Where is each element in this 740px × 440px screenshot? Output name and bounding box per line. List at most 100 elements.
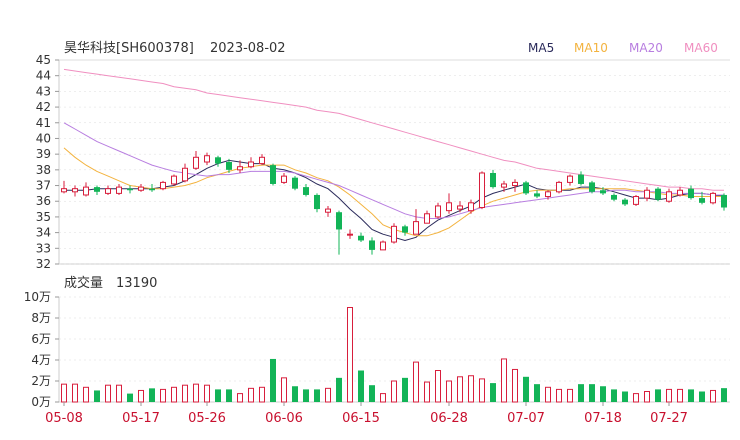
candle-body-down: [292, 177, 298, 189]
price-tick-label: 43: [36, 84, 51, 98]
volume-tick-label: 10万: [24, 290, 51, 304]
price-tick-label: 33: [36, 241, 51, 255]
volume-y-ticks: 10万 8万 6万 4万 2万 0万: [24, 290, 59, 409]
volume-bar-down: [534, 384, 540, 402]
volume-bar-down: [578, 384, 584, 402]
volume-bar-up: [248, 387, 254, 403]
price-tick-label: 35: [36, 210, 51, 224]
volume-bar-up: [457, 376, 463, 403]
volume-bar-up: [644, 391, 650, 403]
volume-bar-up: [545, 386, 551, 403]
volume-bar-down: [688, 389, 694, 402]
date-tick-label: 05-17: [122, 411, 160, 426]
price-tick-label: 44: [36, 69, 51, 83]
candle-body-up: [347, 233, 353, 236]
volume-bar-up: [325, 387, 331, 403]
volume-bar-up: [160, 388, 166, 403]
volume-bar-up: [468, 375, 474, 403]
candle-body-down: [402, 226, 408, 233]
volume-bar-up: [72, 383, 78, 403]
moving-average-lines: [63, 68, 725, 242]
candle-body-up: [501, 183, 507, 188]
volume-bar-down: [314, 389, 320, 402]
candle-body-up: [259, 156, 265, 165]
candle-body-down: [523, 182, 529, 194]
volume-bar-up: [677, 388, 683, 403]
candle-body-up: [160, 181, 166, 190]
volume-bar-down: [655, 389, 661, 402]
candle-body-down: [149, 188, 155, 191]
volume-bar-up: [633, 393, 639, 403]
price-tick-label: 40: [36, 131, 51, 145]
candle-body-up: [512, 181, 518, 187]
candle-body-up: [413, 221, 419, 235]
candle-body-down: [611, 194, 617, 200]
candle-body-up: [182, 167, 188, 182]
candle-body-down: [369, 240, 375, 250]
volume-bar-up: [61, 383, 67, 403]
date-tick-label: 07-18: [584, 411, 622, 426]
volume-bar-down: [490, 383, 496, 402]
volume-bar-up: [171, 386, 177, 403]
date-tick-label: 07-27: [650, 411, 688, 426]
candle-body-up: [116, 186, 122, 194]
candle-body-up: [446, 202, 452, 212]
date-tick-label: 06-15: [342, 411, 380, 426]
candle-body-up: [325, 208, 331, 213]
volume-bar-down: [336, 377, 342, 402]
volume-bar-up: [182, 384, 188, 403]
candle-body-up: [545, 191, 551, 198]
candle-body-down: [622, 199, 628, 205]
candle-body-up: [677, 189, 683, 196]
volume-bar-up: [83, 386, 89, 403]
volume-bar-up: [710, 389, 716, 403]
volume-bar-up: [380, 393, 386, 403]
date-tick-label: 06-28: [430, 411, 468, 426]
price-tick-label: 45: [36, 53, 51, 67]
candle-body-up: [666, 191, 672, 202]
legend-ma20: MA20: [629, 41, 663, 55]
candle-body-down: [655, 188, 661, 200]
volume-bars: [61, 307, 727, 403]
volume-bar-up: [116, 384, 122, 403]
date-tick-label: 05-26: [188, 411, 226, 426]
candle-body-down: [215, 157, 221, 164]
candle-body-down: [721, 194, 727, 208]
volume-panel: 10万 8万 6万 4万 2万 0万: [24, 290, 730, 409]
volume-tick-label: 2万: [31, 374, 51, 388]
candle-body-down: [600, 190, 606, 194]
volume-bar-up: [413, 361, 419, 403]
date-tick-label: 05-08: [45, 411, 83, 426]
candle-body-down: [94, 187, 100, 192]
candle-body-up: [468, 202, 474, 212]
price-tick-label: 37: [36, 179, 51, 193]
candle-body-down: [127, 188, 133, 191]
candlesticks: [61, 151, 727, 255]
candle-body-up: [567, 175, 573, 183]
volume-bar-up: [666, 388, 672, 403]
price-tick-label: 34: [36, 226, 51, 240]
price-tick-label: 32: [36, 257, 51, 271]
candle-body-up: [204, 155, 210, 163]
volume-bar-down: [402, 377, 408, 402]
price-tick-label: 42: [36, 100, 51, 114]
price-tick-label: 39: [36, 147, 51, 161]
volume-bar-up: [446, 380, 452, 403]
volume-bar-down: [699, 391, 705, 402]
volume-bar-up: [567, 388, 573, 403]
volume-tick-label: 0万: [31, 395, 51, 409]
volume-bar-up: [556, 388, 562, 403]
candle-body-down: [358, 235, 364, 241]
volume-bar-down: [149, 388, 155, 402]
candle-body-down: [578, 174, 584, 184]
candle-body-down: [699, 198, 705, 203]
candle-body-down: [226, 162, 232, 170]
volume-bar-up: [512, 368, 518, 403]
volume-bar-down: [589, 384, 595, 402]
volume-bar-down: [292, 386, 298, 402]
volume-bar-down: [369, 385, 375, 402]
volume-bar-down: [600, 386, 606, 402]
candle-body-down: [270, 165, 276, 184]
price-tick-label: 38: [36, 163, 51, 177]
